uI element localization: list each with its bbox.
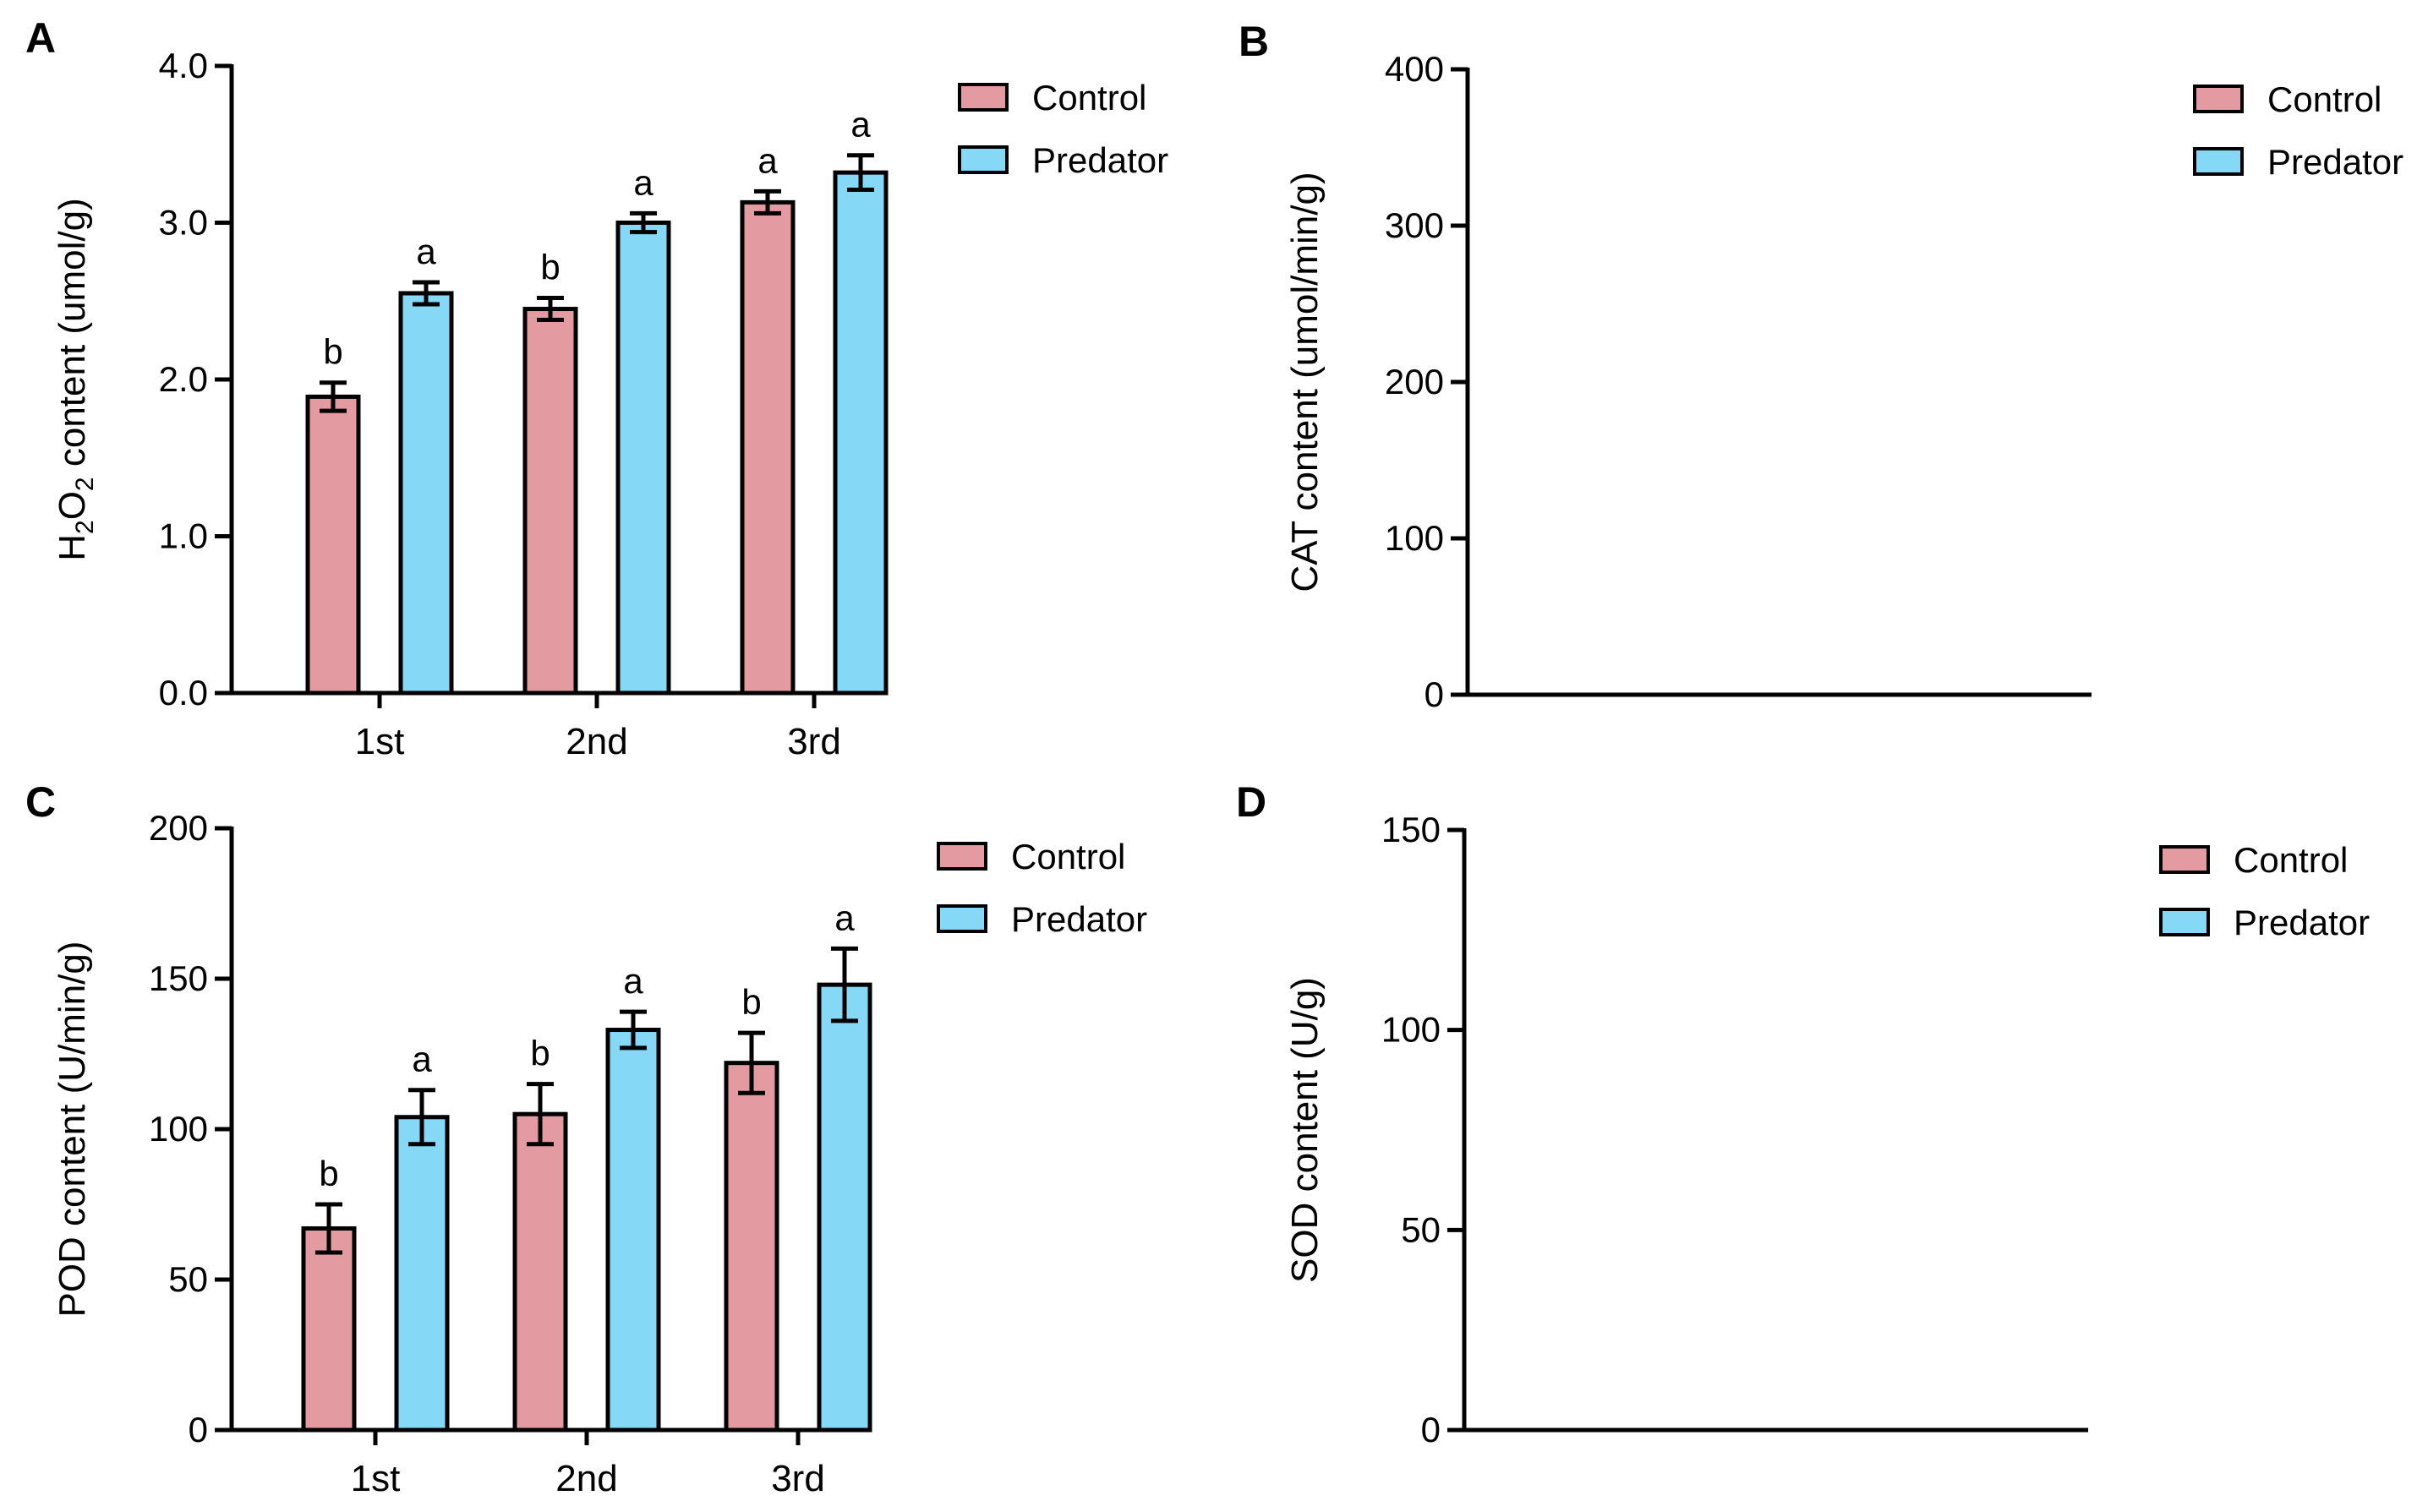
y-tick-label: 3.0 <box>159 203 208 243</box>
significance-letter: a <box>834 898 855 937</box>
error-bar-predator-2nd <box>620 1009 647 1051</box>
y-tick-label: 200 <box>1385 362 1444 401</box>
y-tick-label: 150 <box>149 958 208 998</box>
bar-predator-3rd <box>817 982 872 1433</box>
x-tick-label: 2nd <box>566 721 627 762</box>
x-tick-label: 2nd <box>555 1458 617 1499</box>
significance-letter: b <box>741 982 761 1022</box>
legend-swatch-control <box>2159 845 2210 874</box>
y-tick-label: 50 <box>1401 1209 1441 1249</box>
bar-control-3rd <box>740 199 796 696</box>
bar-control-1st <box>305 394 361 696</box>
error-bar-predator-2nd <box>630 210 657 235</box>
chart-panel-c: Cb a 1st b a 2nd b a 3rd 0 50 100 150 200 POD content … <box>25 778 1147 1499</box>
significance-letter: b <box>319 1154 338 1193</box>
y-axis-label: CAT content (umol/min/g) <box>1284 172 1326 592</box>
legend-swatch-control <box>937 842 987 871</box>
y-tick-label: 0.0 <box>159 673 208 712</box>
y-axis-label: POD content (U/min/g) <box>52 941 93 1317</box>
y-tick-label: 100 <box>1385 518 1444 558</box>
y-tick-label: 200 <box>149 808 208 848</box>
bar-predator-2nd <box>615 221 671 696</box>
panel-label: B <box>1239 18 1269 65</box>
y-axis-label: SOD content (U/g) <box>1284 977 1326 1283</box>
x-tick-label: 3rd <box>771 1458 825 1499</box>
legend-label-control: Control <box>2267 79 2381 119</box>
bar-control-2nd <box>512 1111 568 1433</box>
bar-control-2nd <box>522 307 578 696</box>
x-tick-label: 1st <box>351 1458 401 1499</box>
subscript-digit: 2 <box>71 477 99 491</box>
error-bar-predator-3rd <box>831 946 858 1023</box>
legend-label-predator: Predator <box>1011 899 1147 939</box>
legend-label-predator: Predator <box>2267 142 2403 182</box>
subscript-digit: 2 <box>71 520 99 534</box>
panel-label: C <box>25 778 56 826</box>
y-tick-label: 0 <box>1421 1410 1441 1449</box>
label-part: content (umol/g) <box>52 198 93 477</box>
y-tick-label: 50 <box>168 1259 208 1299</box>
error-bar-predator-3rd <box>847 153 874 193</box>
label-part: O <box>52 491 93 520</box>
y-tick-label: 400 <box>1385 49 1444 89</box>
significance-letter: a <box>757 140 778 180</box>
error-bar-control-2nd <box>527 1082 554 1147</box>
bar-control-1st <box>301 1225 357 1433</box>
significance-letter: b <box>323 332 342 372</box>
legend: Control Predator <box>2193 79 2403 182</box>
y-tick-label: 100 <box>1381 1010 1441 1050</box>
significance-letter: a <box>633 162 653 202</box>
error-bar-predator-1st <box>408 1088 435 1147</box>
error-bar-control-2nd <box>537 296 564 323</box>
significance-letter: a <box>412 1040 432 1079</box>
y-tick-label: 100 <box>149 1109 208 1149</box>
significance-letter: a <box>416 232 436 271</box>
y-tick-label: 2.0 <box>159 359 208 399</box>
legend-label-control: Control <box>1032 78 1146 117</box>
y-tick-label: 0 <box>1424 674 1444 714</box>
label-part: H <box>52 534 93 561</box>
legend-swatch-predator <box>2159 908 2210 936</box>
legend-swatch-predator <box>2193 147 2244 176</box>
bar-predator-1st <box>394 1115 450 1433</box>
legend-label-predator: Predator <box>1032 140 1168 180</box>
panel-label: D <box>1236 778 1266 826</box>
x-tick-label: 1st <box>355 721 405 762</box>
y-tick-label: 4.0 <box>159 46 208 85</box>
y-axis-label: H2O2 content (umol/g) <box>52 198 99 561</box>
y-tick-label: 1.0 <box>159 516 208 556</box>
panel-label: A <box>25 14 56 62</box>
chart-panel-b: Bba1staa2ndaa3rd0100200300400CAT content… <box>1239 18 2403 714</box>
legend-swatch-control <box>958 83 1009 112</box>
legend-label-control: Control <box>2234 840 2348 880</box>
x-tick-label: 3rd <box>787 721 841 762</box>
y-tick-label: 0 <box>189 1410 208 1449</box>
significance-letter: a <box>623 961 643 1001</box>
legend-label-control: Control <box>1011 837 1125 876</box>
bar-predator-3rd <box>833 170 889 696</box>
significance-letter: b <box>530 1034 550 1073</box>
legend-swatch-predator <box>937 904 987 933</box>
error-bar-control-3rd <box>754 188 781 216</box>
legend: Control Predator <box>2159 840 2370 942</box>
y-tick-label: 150 <box>1381 810 1441 849</box>
legend: Control Predator <box>958 78 1168 180</box>
bar-control-3rd <box>724 1061 779 1433</box>
error-bar-control-1st <box>320 380 347 413</box>
legend-swatch-predator <box>958 145 1009 174</box>
chart-panel-d: Dba1stba2ndaa3rd050100150SOD content (U/… <box>1236 778 2370 1449</box>
y-tick-label: 300 <box>1385 205 1444 245</box>
error-bar-control-3rd <box>738 1030 765 1095</box>
bar-predator-2nd <box>605 1028 661 1433</box>
bar-predator-1st <box>398 291 454 696</box>
legend-swatch-control <box>2193 85 2244 113</box>
significance-letter: a <box>850 105 871 145</box>
legend-label-predator: Predator <box>2234 903 2370 942</box>
error-bar-control-1st <box>315 1202 342 1255</box>
error-bar-predator-1st <box>413 280 440 307</box>
legend: Control Predator <box>937 837 1147 939</box>
significance-letter: b <box>540 248 560 287</box>
